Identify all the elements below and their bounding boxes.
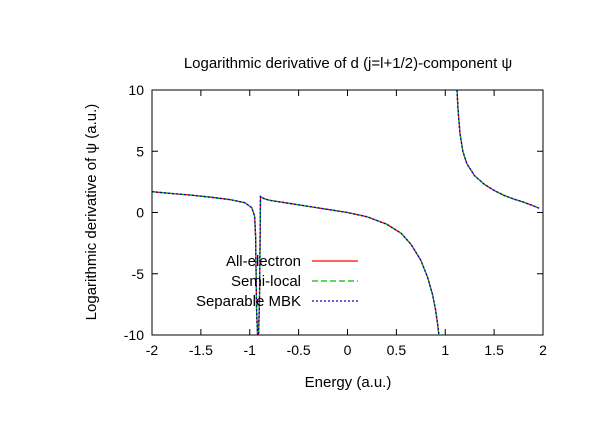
x-tick-label: -2: [146, 342, 159, 358]
y-tick-label: -5: [132, 266, 145, 282]
x-tick-label: 0: [344, 342, 352, 358]
legend-label: Separable MBK: [196, 293, 301, 310]
axis-ticks: -2 -1.5 -1 -0.5 0 0.5 1 1.5 2 -10 -5 0 5 10: [124, 82, 547, 358]
y-tick-label: 5: [136, 143, 144, 159]
series-layer: [152, 90, 540, 335]
y-tick-label: -10: [124, 327, 144, 343]
x-tick-label: 1: [441, 342, 449, 358]
legend: All-electron Semi-local Separable MBK: [196, 253, 358, 310]
x-tick-label: -1.5: [189, 342, 213, 358]
y-tick-label: 0: [136, 205, 144, 221]
series-line-2: [152, 90, 540, 335]
x-tick-label: 2: [539, 342, 547, 358]
x-tick-label: 1.5: [484, 342, 504, 358]
y-axis-label: Logarithmic derivative of ψ (a.u.): [83, 104, 100, 321]
y-tick-label: 10: [128, 82, 144, 98]
x-tick-label: -1: [244, 342, 257, 358]
chart-title: Logarithmic derivative of d (j=l+1/2)-co…: [184, 55, 512, 72]
x-tick-label: 0.5: [387, 342, 407, 358]
legend-label: All-electron: [226, 253, 301, 270]
x-tick-label: -0.5: [287, 342, 311, 358]
x-axis-label: Energy (a.u.): [305, 374, 392, 391]
legend-label: Semi-local: [231, 273, 301, 290]
